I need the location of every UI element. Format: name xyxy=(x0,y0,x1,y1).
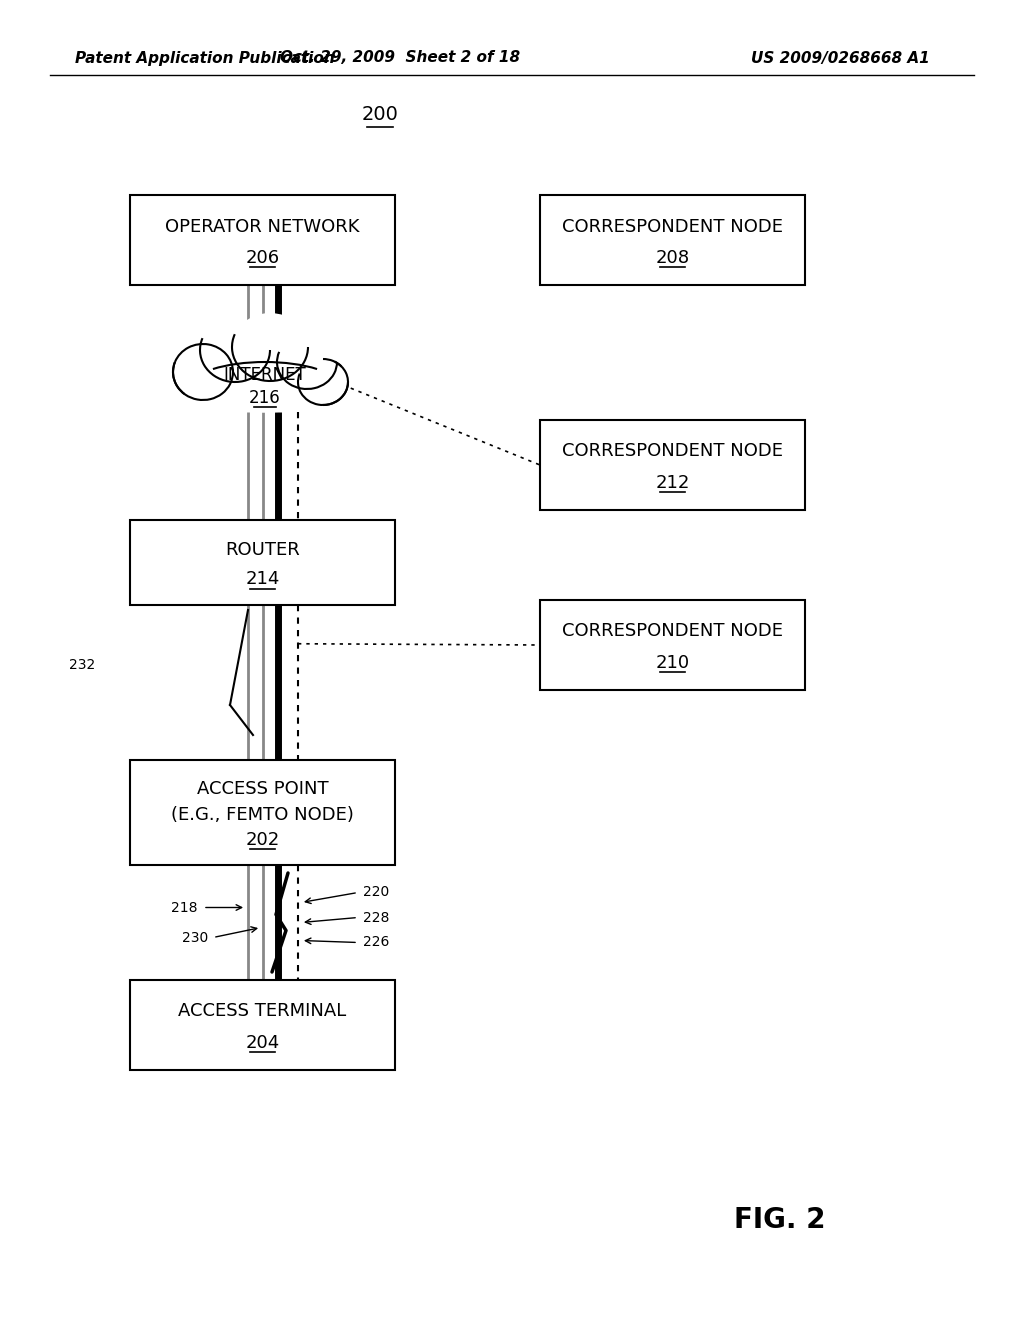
Text: 204: 204 xyxy=(246,1034,280,1052)
Text: 200: 200 xyxy=(361,106,398,124)
Ellipse shape xyxy=(173,345,233,400)
Text: ACCESS TERMINAL: ACCESS TERMINAL xyxy=(178,1002,347,1020)
Text: 226: 226 xyxy=(362,936,389,949)
Text: 210: 210 xyxy=(655,653,689,672)
Text: 232: 232 xyxy=(69,657,95,672)
Text: 230: 230 xyxy=(181,931,208,945)
Text: 228: 228 xyxy=(362,911,389,924)
Ellipse shape xyxy=(187,358,342,412)
Text: CORRESPONDENT NODE: CORRESPONDENT NODE xyxy=(562,442,783,461)
Bar xyxy=(540,195,805,285)
Text: 202: 202 xyxy=(246,830,280,849)
Text: Patent Application Publication: Patent Application Publication xyxy=(75,50,335,66)
Text: OPERATOR NETWORK: OPERATOR NETWORK xyxy=(165,218,359,235)
Bar xyxy=(130,979,395,1071)
Bar xyxy=(540,601,805,690)
Text: CORRESPONDENT NODE: CORRESPONDENT NODE xyxy=(562,623,783,640)
Bar xyxy=(130,760,395,865)
Text: 216: 216 xyxy=(249,389,281,407)
Ellipse shape xyxy=(200,318,270,381)
Text: INTERNET: INTERNET xyxy=(223,366,306,384)
Text: 212: 212 xyxy=(655,474,690,492)
Ellipse shape xyxy=(232,313,308,381)
Bar xyxy=(540,420,805,510)
Text: Oct. 29, 2009  Sheet 2 of 18: Oct. 29, 2009 Sheet 2 of 18 xyxy=(280,50,520,66)
Text: 206: 206 xyxy=(246,249,280,267)
Text: ROUTER: ROUTER xyxy=(225,541,300,558)
Text: (E.G., FEMTO NODE): (E.G., FEMTO NODE) xyxy=(171,805,354,824)
Ellipse shape xyxy=(298,359,348,405)
Text: 220: 220 xyxy=(362,886,389,899)
Text: ACCESS POINT: ACCESS POINT xyxy=(197,780,329,799)
Text: US 2009/0268668 A1: US 2009/0268668 A1 xyxy=(752,50,930,66)
Text: FIG. 2: FIG. 2 xyxy=(734,1206,825,1234)
Text: 214: 214 xyxy=(246,570,280,589)
Bar xyxy=(130,195,395,285)
Text: CORRESPONDENT NODE: CORRESPONDENT NODE xyxy=(562,218,783,235)
Ellipse shape xyxy=(278,335,337,389)
Text: 208: 208 xyxy=(655,249,689,267)
Text: 218: 218 xyxy=(171,900,198,915)
Bar xyxy=(130,520,395,605)
